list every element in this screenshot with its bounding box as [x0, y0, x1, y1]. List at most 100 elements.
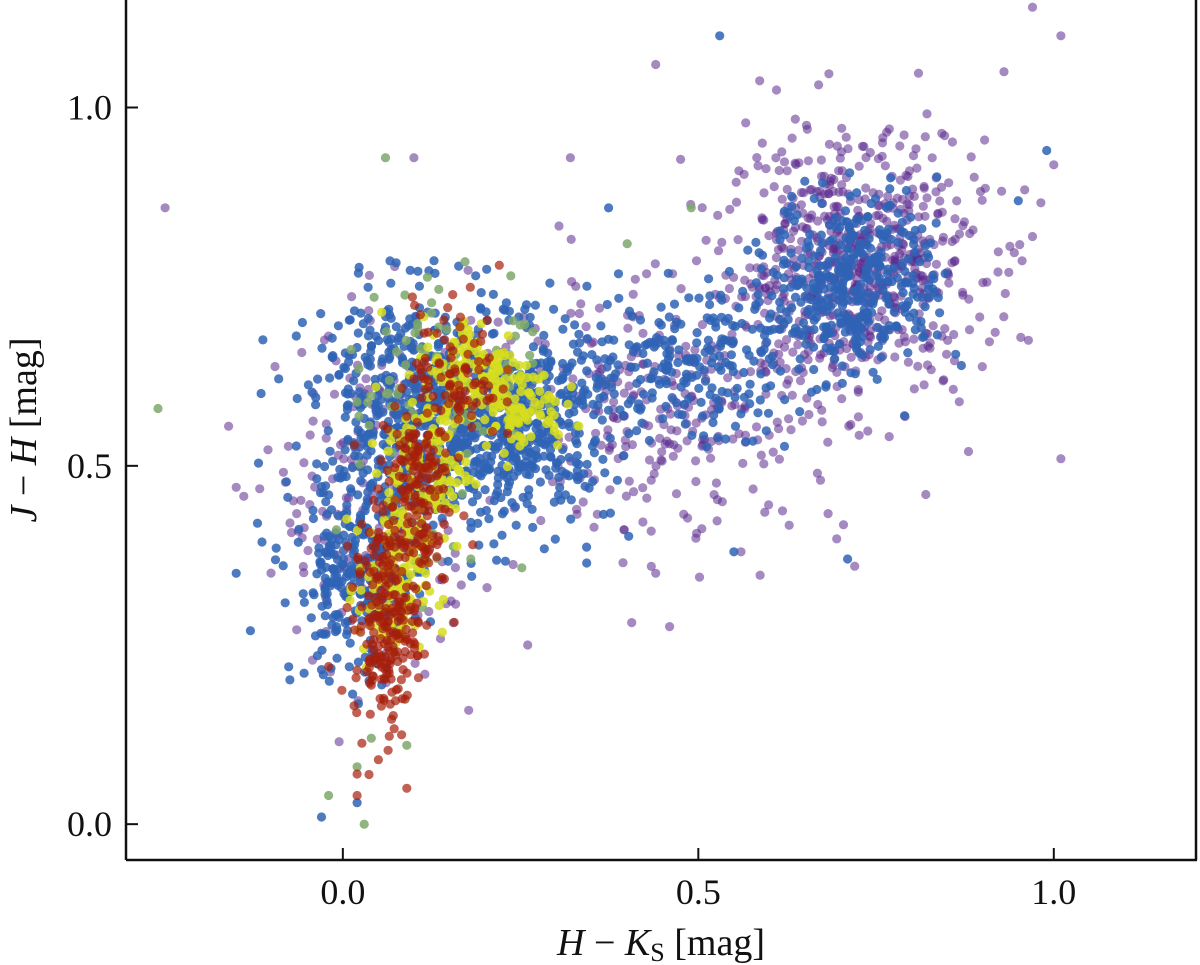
data-point: [765, 313, 775, 323]
data-point: [522, 499, 532, 509]
data-point: [444, 398, 454, 409]
data-point: [811, 312, 822, 323]
data-point: [671, 398, 682, 408]
data-point: [435, 426, 446, 436]
data-point: [310, 631, 321, 641]
data-point: [741, 118, 751, 128]
data-point: [836, 240, 846, 250]
data-point: [1015, 240, 1025, 250]
data-point: [939, 375, 949, 385]
data-point: [900, 266, 910, 276]
data-point: [536, 411, 546, 421]
data-point: [352, 769, 362, 779]
data-point: [514, 360, 524, 370]
data-point: [716, 338, 726, 348]
data-point: [429, 256, 439, 266]
data-point: [748, 436, 758, 446]
data-point: [411, 584, 421, 594]
data-point: [333, 450, 343, 460]
data-point: [624, 531, 634, 541]
data-point: [407, 456, 417, 466]
data-point: [411, 386, 421, 396]
data-point: [378, 354, 388, 364]
data-point: [364, 306, 374, 316]
data-point: [322, 528, 332, 538]
data-point: [410, 477, 420, 487]
data-point: [474, 356, 484, 367]
data-point: [723, 373, 733, 383]
data-point: [716, 365, 726, 375]
data-point: [897, 217, 907, 227]
data-point: [463, 265, 473, 275]
data-point: [352, 665, 362, 675]
data-point: [713, 210, 723, 220]
data-point: [539, 370, 549, 380]
data-point: [564, 418, 574, 428]
data-point: [924, 292, 935, 302]
data-point: [623, 323, 633, 333]
data-point: [638, 483, 648, 493]
data-point: [329, 389, 340, 399]
data-point: [691, 456, 701, 466]
data-point: [838, 187, 848, 197]
data-point: [364, 420, 374, 430]
data-point: [491, 444, 501, 454]
data-point: [895, 141, 905, 151]
ticks-layer: 0.0 0.5 1.0 0.0 0.5 1.0: [67, 88, 1076, 913]
data-point: [598, 454, 608, 464]
data-point: [813, 216, 823, 226]
data-point: [815, 295, 825, 305]
data-point: [815, 353, 825, 363]
data-point: [757, 213, 767, 223]
data-point: [355, 576, 365, 587]
data-point: [699, 431, 709, 441]
data-point: [904, 254, 914, 264]
data-point: [285, 675, 295, 685]
data-point: [954, 397, 964, 407]
data-point: [665, 351, 675, 361]
data-point: [328, 352, 338, 363]
data-point: [637, 418, 647, 428]
data-point: [419, 555, 430, 565]
data-point: [348, 582, 358, 592]
data-point: [494, 402, 504, 412]
data-point: [837, 394, 847, 404]
data-point: [391, 322, 401, 332]
data-point: [875, 261, 885, 271]
data-point: [779, 273, 789, 283]
data-point: [431, 456, 441, 466]
data-point: [407, 518, 417, 528]
data-point: [573, 347, 583, 357]
data-point: [938, 236, 948, 246]
data-point: [882, 276, 892, 287]
data-point: [373, 755, 383, 765]
data-point: [721, 434, 731, 444]
data-point: [231, 482, 241, 492]
data-point: [423, 431, 433, 441]
data-point: [885, 184, 895, 194]
data-point: [498, 384, 508, 394]
data-point: [384, 304, 394, 314]
data-point: [885, 200, 896, 210]
data-point: [523, 640, 533, 650]
data-point: [495, 429, 506, 439]
data-point: [582, 334, 593, 344]
data-point: [406, 569, 416, 580]
data-point: [638, 517, 648, 527]
data-point: [373, 534, 383, 544]
data-point: [1023, 335, 1033, 345]
data-point: [893, 237, 903, 247]
data-point: [764, 500, 774, 510]
data-point: [731, 177, 741, 187]
data-point: [427, 298, 437, 308]
data-point: [658, 414, 668, 424]
data-point: [824, 220, 835, 230]
data-point: [809, 364, 819, 375]
data-point: [715, 31, 725, 41]
data-point: [413, 319, 423, 329]
data-point: [466, 554, 476, 564]
data-point: [545, 278, 555, 288]
data-point: [958, 221, 968, 231]
data-point: [850, 561, 860, 571]
data-point: [449, 617, 459, 628]
